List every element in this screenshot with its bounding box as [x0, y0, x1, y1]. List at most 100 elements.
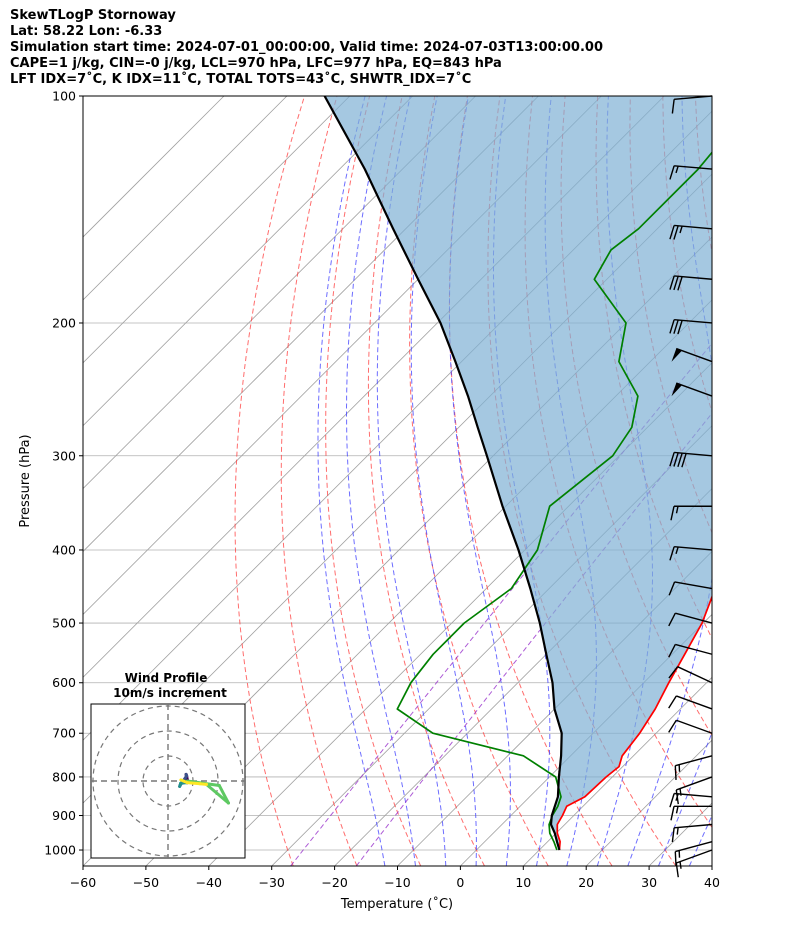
barb-flag [670, 806, 675, 821]
moist-adiabat [752, 96, 794, 866]
hodograph-ring [117, 730, 219, 832]
barb-flag [669, 225, 675, 240]
barb-flag [673, 452, 679, 467]
hodograph-title: Wind Profile [125, 671, 208, 685]
wind-barb [669, 224, 713, 240]
barb-staff [674, 792, 713, 798]
wind-barb [668, 643, 713, 658]
isotherm [523, 676, 712, 866]
barb-flag [669, 452, 675, 467]
barb-staff [674, 545, 713, 551]
y-tick-label: 200 [52, 315, 76, 330]
wind-barb [670, 805, 712, 821]
barb-staff [677, 666, 713, 684]
barb-staff [674, 581, 713, 590]
chart-header: SkewTLogP Stornoway Lat: 58.22 Lon: -6.3… [10, 8, 603, 88]
barb-staff [675, 643, 713, 655]
moist-adiabat [410, 96, 477, 866]
y-tick-label: 100 [52, 89, 76, 104]
barb-half-flag [675, 806, 679, 814]
wind-barb [669, 275, 713, 291]
x-tick-label: 20 [578, 875, 594, 890]
x-tick-label: 10 [515, 875, 531, 890]
moist-adiabat [627, 96, 712, 866]
barb-pennant [671, 383, 682, 397]
barb-staff [674, 165, 713, 170]
wind-barb [668, 695, 713, 710]
barb-staff [674, 823, 713, 829]
x-tick-label: 40 [704, 875, 720, 890]
cape-line: CAPE=1 j/kg, CIN=-0 j/kg, LCL=970 hPa, L… [10, 56, 502, 71]
barb-staff [675, 612, 713, 624]
wind-barb [668, 581, 713, 596]
y-tick-label: 900 [52, 808, 76, 823]
barb-flag [669, 319, 675, 334]
dry-adiabat [367, 96, 485, 866]
chart-title: SkewTLogP Stornoway [10, 8, 176, 23]
wind-barb [669, 165, 713, 180]
barb-staff [676, 347, 713, 363]
barb-flag [675, 789, 679, 805]
moist-adiabat [376, 96, 447, 866]
dry-adiabat [280, 96, 358, 866]
isotherm [397, 550, 712, 866]
wind-barb [671, 95, 713, 114]
hodograph-segment [179, 778, 189, 785]
hodograph-subtitle: 10m/s increment [113, 686, 227, 700]
barb-half-flag [676, 827, 679, 835]
barb-staff [674, 275, 713, 280]
barb-staff [676, 776, 713, 791]
y-tick-label: 800 [52, 769, 76, 784]
x-tick-label: −30 [259, 875, 285, 890]
mixing-ratio-line [290, 342, 712, 866]
wind-barb [668, 612, 713, 627]
data-layer [323, 96, 712, 851]
x-tick-label: −60 [70, 875, 96, 890]
barb-flag [671, 99, 675, 114]
y-tick-label: 1000 [44, 843, 76, 858]
barb-flag [669, 165, 675, 180]
barb-staff [674, 95, 713, 101]
barb-flag [669, 275, 675, 290]
indices-line: LFT IDX=7˚C, K IDX=11˚C, TOTAL TOTS=43˚C… [10, 72, 472, 87]
moist-adiabat [720, 96, 794, 866]
wind-barb [671, 382, 713, 397]
isotherm [83, 96, 225, 238]
x-axis-label: Temperature (˚C) [340, 896, 453, 912]
barb-flag [668, 719, 677, 733]
barb-flag [671, 827, 675, 843]
barb-staff [675, 755, 713, 767]
isotherm [334, 488, 712, 866]
time-line: Simulation start time: 2024-07-01_00:00:… [10, 40, 603, 55]
isotherm [711, 865, 712, 866]
wind-barb [669, 792, 713, 808]
location-line: Lat: 58.22 Lon: -6.33 [10, 24, 163, 39]
hodograph: Wind Profile 10m/s increment [90, 671, 246, 859]
x-tick-label: −50 [133, 875, 159, 890]
isotherm [83, 96, 351, 364]
wind-barb [671, 347, 713, 363]
wind-barb [669, 451, 713, 468]
barb-flag [668, 612, 676, 627]
isotherm [83, 96, 413, 427]
hodograph-segment [185, 781, 202, 786]
barb-flag [668, 644, 676, 658]
barb-flag [677, 276, 683, 291]
temperature-line [556, 594, 712, 851]
barb-flag [669, 793, 675, 808]
barb-flag [674, 765, 677, 780]
y-tick-label: 500 [52, 616, 76, 631]
isotherm [83, 96, 288, 301]
barb-half-flag [675, 546, 679, 555]
dry-adiabat [728, 96, 794, 866]
axes: −60 −50 −40 −30 −20 −10 0 10 20 30 40 100 200 300 400 5… [44, 89, 720, 891]
barb-flag [668, 666, 679, 679]
wind-barb [668, 666, 713, 684]
dry-adiabat [409, 96, 549, 866]
barb-half-flag [679, 225, 683, 234]
isotherm [83, 96, 476, 490]
isotherm [775, 96, 794, 866]
barb-staff [674, 451, 713, 457]
wind-barb [674, 841, 713, 866]
